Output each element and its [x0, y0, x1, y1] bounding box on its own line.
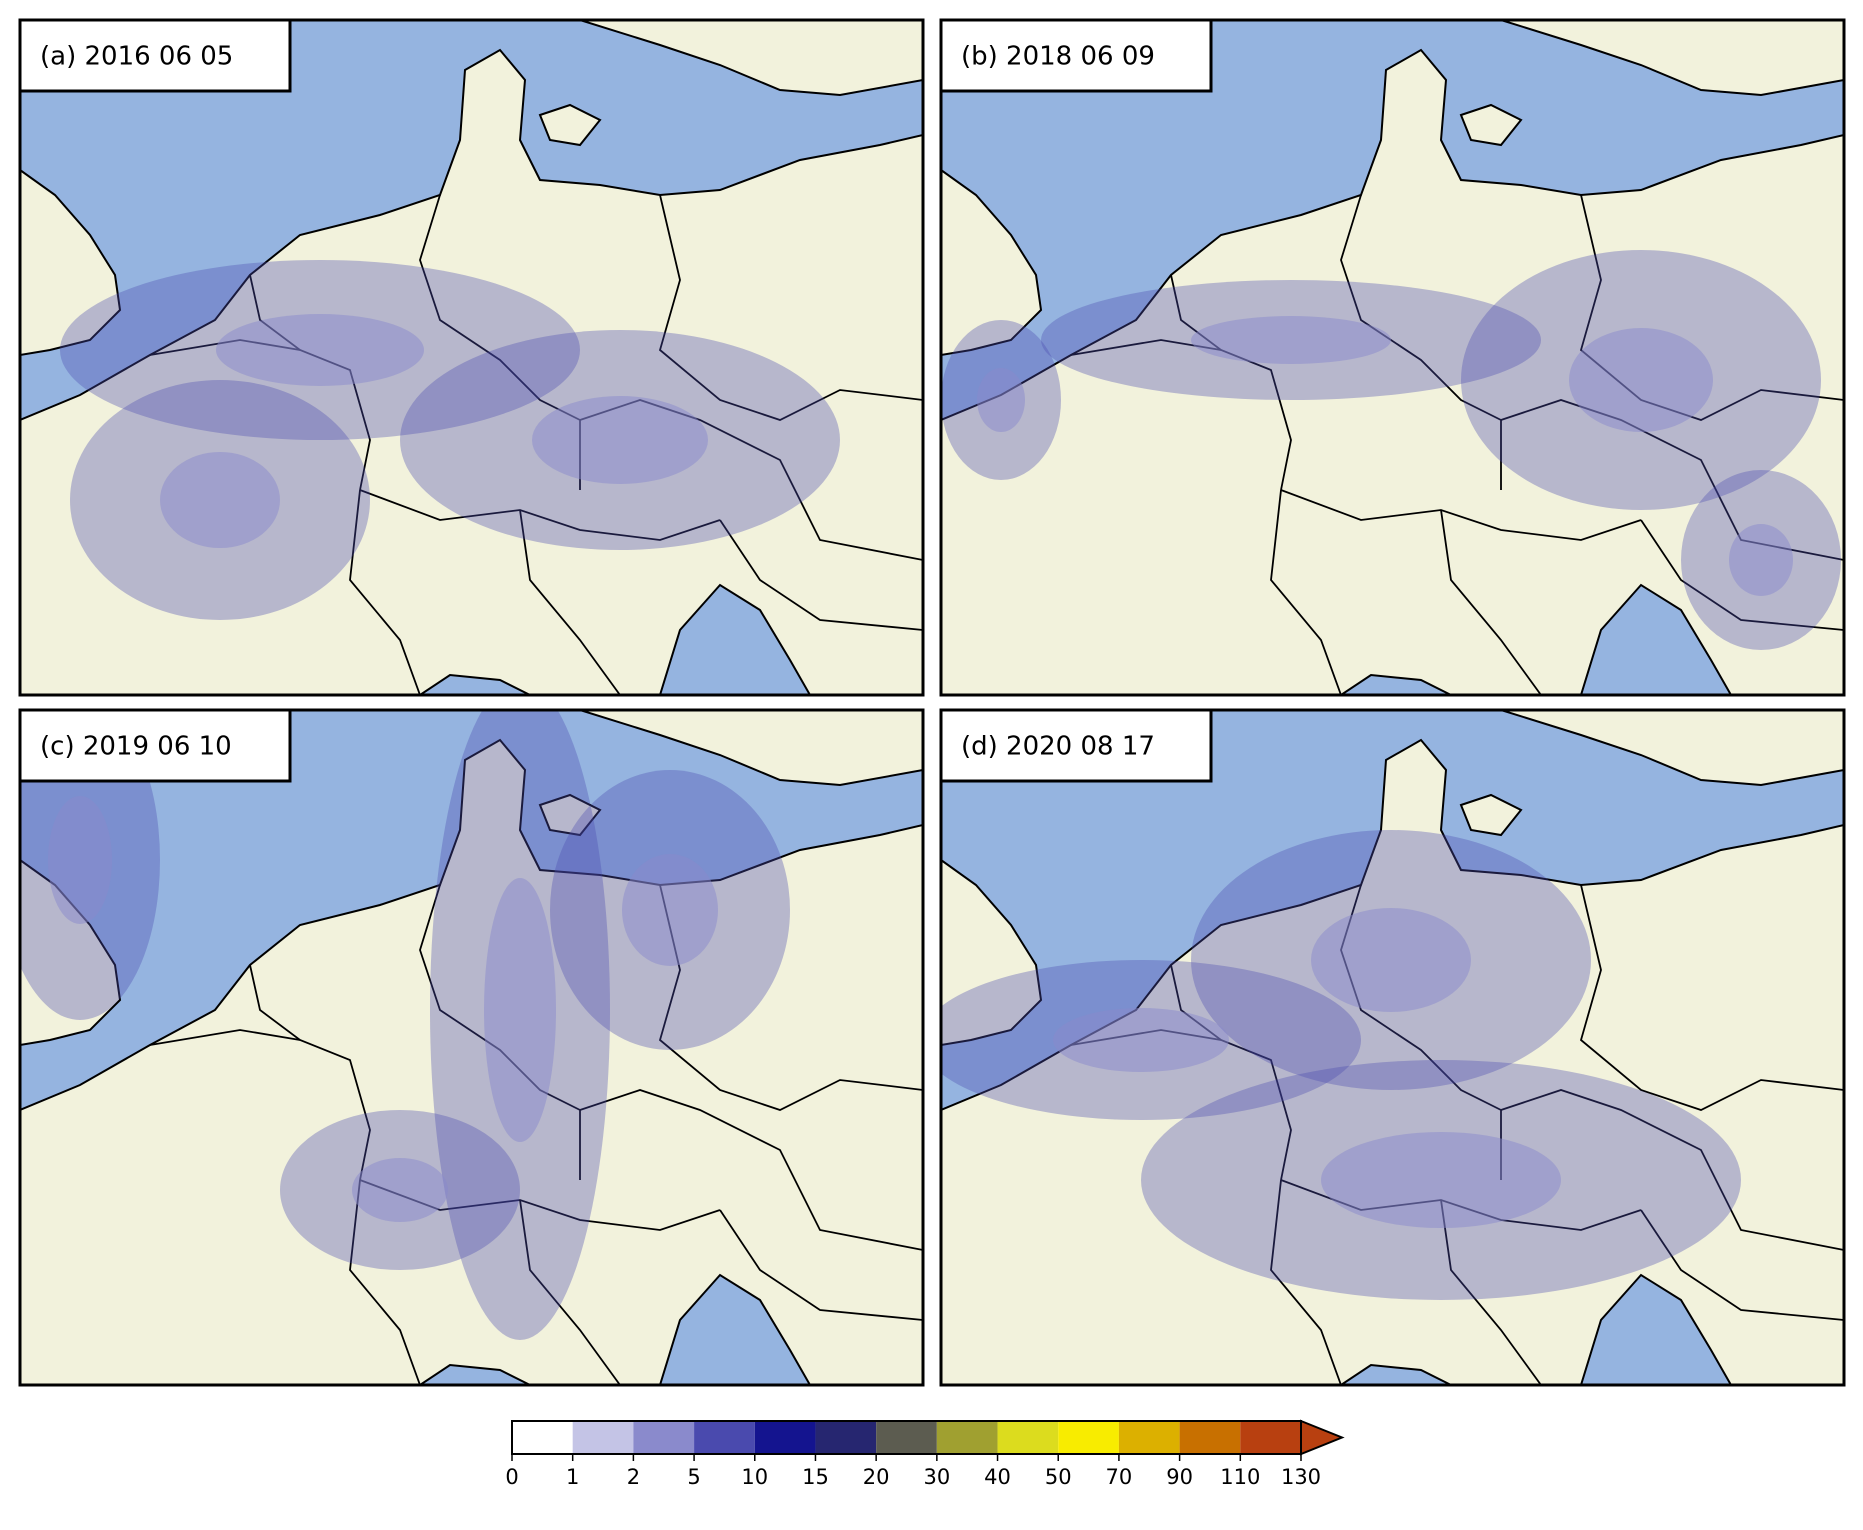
precip-core	[1569, 328, 1713, 432]
colorbar-tick-label: 40	[984, 1465, 1011, 1489]
colorbar-bin	[572, 1421, 634, 1454]
precip-core	[1729, 524, 1793, 596]
colorbar-tick-label: 110	[1220, 1465, 1260, 1489]
colorbar-tick-label: 130	[1281, 1465, 1321, 1489]
colorbar-tick-label: 70	[1106, 1465, 1133, 1489]
label-box	[18, 18, 292, 93]
map-panel: (c) 2019 06 10	[18, 708, 925, 1387]
precip-core	[48, 796, 112, 924]
label-box	[939, 18, 1213, 93]
precip-core	[216, 314, 424, 386]
colorbar-bin	[936, 1421, 998, 1454]
colorbar-tick-label: 30	[923, 1465, 950, 1489]
precip-core	[977, 368, 1025, 432]
precip-core	[1321, 1132, 1561, 1228]
colorbar-bin	[815, 1421, 877, 1454]
label-box	[939, 708, 1213, 783]
colorbar-bin	[754, 1421, 816, 1454]
colorbar-tick-label: 0	[505, 1465, 518, 1489]
panel-label: (b) 2018 06 09	[961, 42, 1155, 72]
colorbar-bin	[1058, 1421, 1119, 1454]
panel-label: (c) 2019 06 10	[40, 732, 232, 762]
map-content	[20, 20, 923, 695]
map-content	[941, 20, 1844, 695]
colorbar-bin	[1240, 1421, 1301, 1454]
precip-core	[1053, 1008, 1229, 1072]
colorbar-tick-label: 15	[802, 1465, 829, 1489]
colorbar-frame	[511, 1420, 1302, 1455]
precip-core	[532, 396, 708, 484]
map-panel: (b) 2018 06 09	[939, 18, 1846, 697]
map-panel: (a) 2016 06 05	[18, 18, 925, 697]
precip-core	[160, 452, 280, 548]
colorbar-tick-label: 20	[863, 1465, 890, 1489]
colorbar-bin	[633, 1421, 695, 1454]
colorbar-bin	[876, 1421, 937, 1454]
colorbar-tick-label: 90	[1166, 1465, 1193, 1489]
colorbar-bin	[1118, 1421, 1180, 1454]
colorbar-bin	[694, 1421, 755, 1454]
panel-label: (d) 2020 08 17	[961, 732, 1155, 762]
map-panel: (d) 2020 08 17	[939, 708, 1846, 1387]
precip-core	[622, 854, 718, 966]
panel-frame	[939, 18, 1846, 697]
precip-core	[484, 878, 556, 1142]
colorbar-bin	[512, 1421, 573, 1454]
colorbar-tick-label: 2	[627, 1465, 640, 1489]
precip-core	[352, 1158, 448, 1222]
panel-frame	[939, 708, 1846, 1387]
label-box	[18, 708, 292, 783]
colorbar-tick-label: 5	[687, 1465, 700, 1489]
map-content	[941, 710, 1844, 1385]
precip-core	[1191, 316, 1391, 364]
panel-frame	[18, 708, 925, 1387]
colorbar-tick-label: 1	[566, 1465, 579, 1489]
panel-label: (a) 2016 06 05	[40, 42, 233, 72]
colorbar-tick-label: 10	[741, 1465, 768, 1489]
colorbar-bin	[1179, 1421, 1241, 1454]
colorbar-tick-label: 50	[1045, 1465, 1072, 1489]
colorbar-extend	[1300, 1419, 1345, 1456]
colorbar-bin	[997, 1421, 1059, 1454]
precip-core	[1311, 908, 1471, 1012]
map-content	[20, 710, 923, 1385]
panel-frame	[18, 18, 925, 697]
